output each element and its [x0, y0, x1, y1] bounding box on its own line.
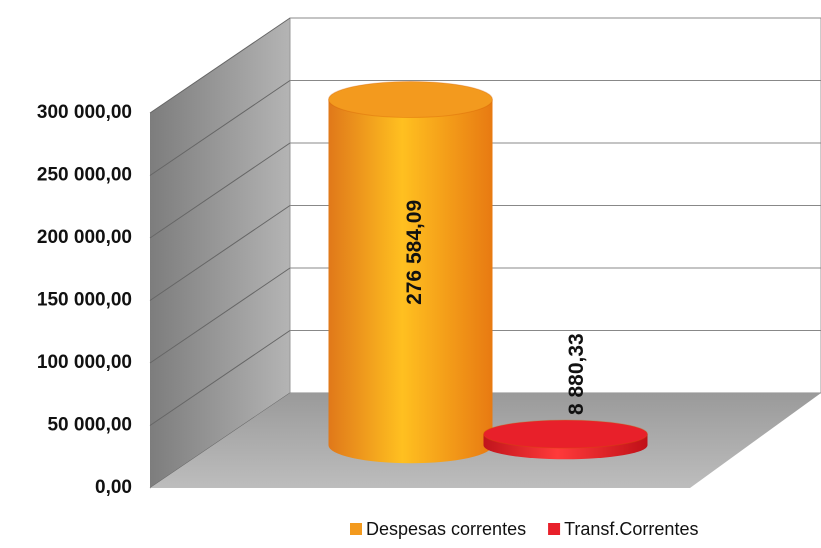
legend-label: Transf.Correntes: [564, 519, 698, 539]
bar-top: [328, 81, 493, 119]
legend: Despesas correntes Transf.Correntes: [350, 519, 698, 539]
bar-body: [328, 99, 493, 464]
bar: [483, 419, 648, 460]
grid-line: [149, 80, 291, 176]
value-label: 276 584,09: [403, 200, 426, 305]
y-tick-label: 200 000,00: [37, 227, 132, 248]
value-label: 8 880,33: [565, 333, 588, 415]
y-tick-label: 100 000,00: [37, 352, 132, 373]
y-tick-label: 50 000,00: [47, 415, 132, 436]
legend-swatch: [350, 523, 362, 535]
y-tick-label: 250 000,00: [37, 165, 132, 186]
y-tick-label: 0,00: [95, 477, 132, 498]
y-tick-label: 300 000,00: [37, 102, 132, 123]
bar: [328, 81, 493, 464]
legend-swatch: [548, 523, 561, 535]
grid-line: [149, 142, 291, 239]
grid-line: [149, 330, 291, 426]
grid-line: [149, 205, 291, 301]
y-tick-label: 150 000,00: [37, 290, 132, 311]
grid-line: [149, 17, 291, 114]
legend-label: Despesas correntes: [366, 519, 526, 539]
bar-top: [483, 419, 648, 449]
grid-line: [149, 267, 291, 364]
